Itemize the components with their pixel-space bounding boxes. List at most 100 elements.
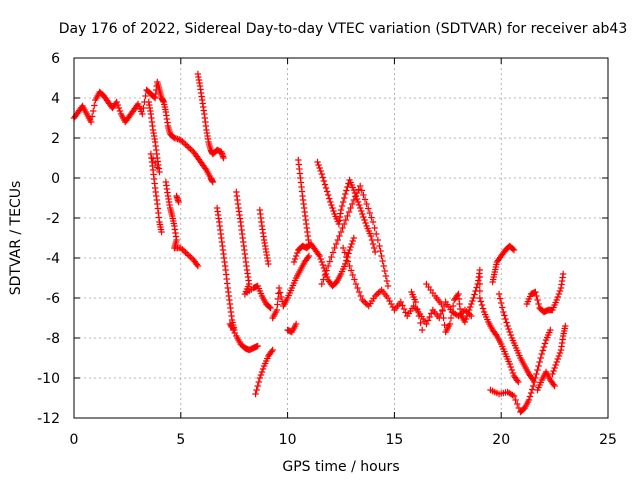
data-point (339, 224, 346, 232)
data-point (438, 300, 445, 308)
data-point (553, 296, 560, 304)
data-point (499, 304, 506, 311)
data-point (253, 386, 260, 394)
data-point (366, 209, 374, 217)
data-point (142, 92, 149, 100)
data-point (305, 240, 313, 248)
data-point (336, 232, 343, 240)
y-tick-label: 2 (51, 131, 60, 147)
data-point (361, 216, 368, 224)
data-point (140, 104, 147, 112)
data-point (326, 195, 333, 202)
data-point (380, 262, 387, 270)
data-point (354, 198, 362, 206)
data-point (257, 371, 265, 379)
data-point (323, 188, 331, 195)
data-point (469, 297, 476, 305)
data-point (317, 255, 324, 263)
data-point (500, 308, 507, 316)
data-point (318, 258, 325, 266)
data-point (532, 374, 539, 382)
data-point (473, 284, 480, 291)
data-point (467, 303, 474, 311)
data-point (399, 302, 406, 309)
data-point (320, 276, 327, 283)
data-point (535, 362, 542, 370)
data-point (400, 305, 408, 313)
data-point (185, 252, 193, 259)
data-point (180, 247, 188, 255)
data-point (323, 267, 330, 274)
plot-frame (73, 57, 609, 419)
data-point (446, 320, 454, 328)
data-point (342, 190, 349, 198)
data-point (368, 214, 375, 221)
data-point (343, 253, 350, 261)
data-point (321, 271, 329, 279)
data-point (371, 248, 379, 256)
data-point (355, 288, 363, 296)
data-point (341, 220, 348, 228)
data-point (510, 392, 518, 400)
x-tick-label: 10 (279, 432, 297, 448)
data-point (353, 189, 361, 197)
data-point (507, 331, 515, 339)
y-tick-label: -6 (46, 291, 60, 307)
data-point (377, 247, 384, 255)
data-point (562, 322, 569, 330)
data-point (537, 354, 544, 362)
y-tick-label: -2 (46, 211, 60, 227)
data-point (334, 236, 341, 244)
data-point (291, 255, 299, 263)
data-point (345, 208, 353, 216)
data-point (556, 287, 564, 295)
data-point (319, 261, 327, 269)
data-point (347, 267, 355, 274)
data-point (361, 196, 369, 203)
data-point (352, 193, 359, 200)
x-tick-label: 15 (385, 432, 403, 448)
data-point (349, 237, 356, 245)
data-point (344, 183, 351, 191)
data-point (386, 297, 393, 305)
data-point (304, 254, 312, 261)
axis-ticks (73, 57, 609, 419)
data-point (355, 186, 362, 193)
data-point (397, 298, 405, 306)
data-point (357, 292, 364, 300)
data-point (315, 161, 322, 169)
data-point (551, 364, 558, 372)
chart-title: Day 176 of 2022, Sidereal Day-to-day VTE… (59, 21, 628, 37)
data-point (315, 251, 322, 258)
data-point (382, 272, 390, 280)
data-point (528, 386, 536, 393)
data-point (360, 191, 367, 199)
data-point (318, 280, 325, 288)
data-point (341, 194, 348, 202)
data-point (526, 393, 534, 400)
data-point (194, 262, 202, 270)
data-point (254, 382, 261, 390)
data-point (503, 319, 510, 326)
data-point (184, 250, 191, 258)
data-point (332, 240, 340, 248)
data-point (182, 141, 189, 148)
data-point (541, 340, 549, 347)
data-point (358, 187, 366, 194)
data-point (365, 205, 372, 212)
data-point (514, 400, 521, 408)
data-point (447, 314, 455, 322)
data-point (328, 253, 335, 261)
data-point (187, 145, 194, 153)
y-tick-label: 6 (51, 51, 60, 67)
data-point (327, 198, 334, 206)
data-point (551, 382, 558, 390)
data-point (495, 290, 503, 298)
data-point (354, 284, 361, 292)
data-point (154, 164, 161, 171)
data-point (329, 249, 337, 256)
data-point (470, 294, 477, 302)
data-point (554, 293, 562, 301)
data-point (276, 289, 284, 296)
